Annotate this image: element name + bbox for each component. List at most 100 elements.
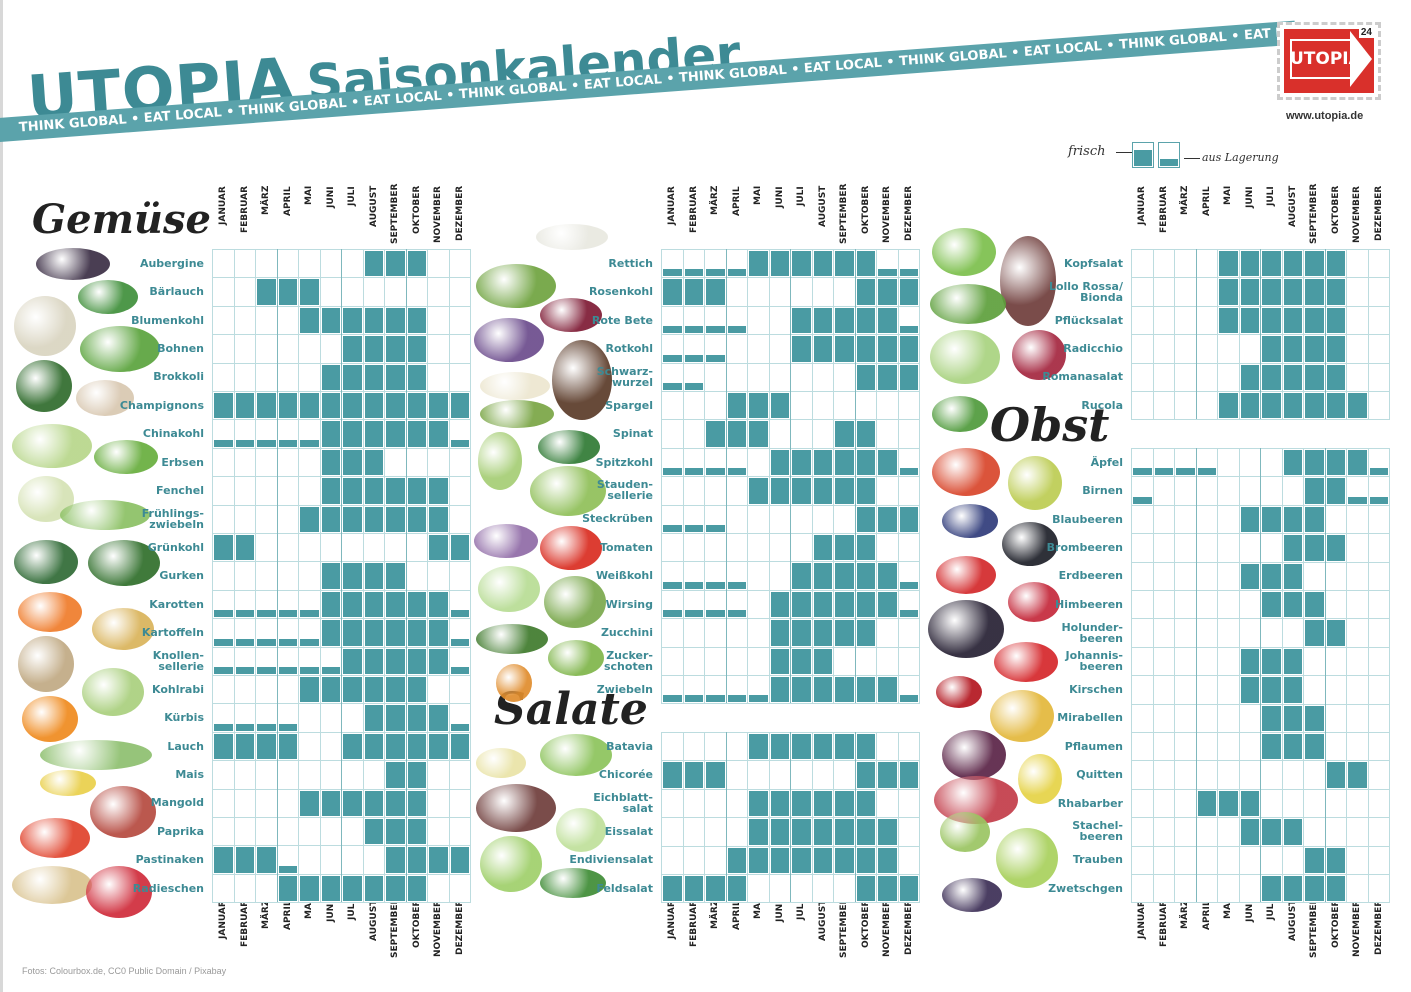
season-cell — [1346, 504, 1369, 535]
season-cell — [276, 873, 299, 904]
season-cell — [811, 533, 834, 563]
season-cell — [255, 249, 278, 279]
season-cell — [255, 533, 278, 563]
season-cell — [811, 504, 834, 534]
season-cell — [362, 561, 385, 591]
season-cell — [1260, 703, 1283, 733]
season-cell — [747, 249, 770, 279]
item-label: Rhabarber — [1057, 796, 1123, 810]
month-label: NOVEMBER — [882, 900, 892, 957]
season-cell — [1367, 362, 1390, 392]
season-cell — [405, 703, 428, 733]
season-cell — [276, 703, 299, 733]
season-cell — [747, 817, 770, 847]
season-cell — [1324, 788, 1347, 819]
month-label: MÄRZ — [261, 900, 271, 930]
season-cell — [747, 305, 770, 336]
season-cell — [811, 561, 834, 591]
season-cell — [362, 362, 385, 392]
season-cell — [1238, 277, 1261, 307]
month-label: FEBRUAR — [239, 900, 250, 948]
season-cell — [1281, 675, 1304, 705]
season-cell — [255, 675, 278, 705]
season-cell — [448, 845, 471, 875]
month-label: JANUAR — [218, 900, 228, 939]
season-cell — [448, 504, 471, 534]
season-cell — [876, 447, 899, 478]
season-cell — [212, 447, 235, 478]
season-cell — [427, 618, 450, 648]
season-cell — [682, 476, 705, 506]
onion-photo — [496, 664, 532, 702]
season-cell — [1346, 845, 1369, 875]
season-cell — [682, 845, 705, 875]
season-cell — [448, 277, 471, 307]
item-label: Himbeeren — [1055, 597, 1123, 611]
season-cell — [1303, 646, 1326, 677]
season-cell — [427, 703, 450, 733]
season-cell — [212, 845, 235, 875]
season-cell — [448, 419, 471, 449]
grapes-photo — [996, 828, 1058, 888]
season-cell — [1217, 305, 1240, 336]
season-cell — [212, 504, 235, 534]
season-cell — [661, 334, 684, 364]
item-label: Zucker- schoten — [603, 648, 653, 673]
month-label: AUGUST — [1287, 900, 1298, 942]
season-cell — [1324, 732, 1347, 762]
month-label: AUGUST — [368, 186, 379, 228]
season-cell — [747, 561, 770, 591]
season-cell — [854, 305, 877, 336]
season-cell — [1303, 476, 1326, 506]
season-cell — [1303, 362, 1326, 392]
season-cell — [255, 788, 278, 818]
season-cell — [833, 419, 856, 449]
season-cell — [1174, 561, 1197, 591]
item-label: Eissalat — [604, 824, 653, 838]
season-cell — [1195, 817, 1218, 847]
month-label: MAI — [1223, 186, 1233, 206]
utopia-stamp-logo[interactable]: UTOPIA 24 — [1277, 22, 1381, 100]
season-cell — [233, 873, 256, 904]
month-label: JANUAR — [1137, 186, 1147, 225]
item-label: Eichblatt- salat — [593, 791, 653, 815]
season-cell — [255, 476, 278, 506]
season-cell — [276, 504, 299, 534]
season-cell — [1324, 590, 1347, 620]
month-label: NOVEMBER — [1352, 900, 1362, 957]
season-cell — [362, 731, 385, 762]
season-cell — [1174, 732, 1197, 762]
season-cell — [1238, 561, 1261, 591]
season-cell — [833, 675, 856, 705]
season-cell — [298, 504, 321, 534]
season-cell — [276, 731, 299, 762]
website-link[interactable]: www.utopia.de — [1286, 110, 1364, 122]
item-label: Stauden- sellerie — [596, 478, 653, 503]
season-cell — [1367, 277, 1390, 307]
season-cell — [1195, 788, 1218, 819]
pears-photo — [1008, 456, 1062, 510]
season-cell — [1260, 561, 1283, 591]
month-label: DEZEMBER — [1373, 900, 1384, 956]
butterhead-photo — [932, 228, 996, 276]
season-cell — [1131, 675, 1154, 705]
month-label: SEPTEMBER — [1309, 897, 1319, 958]
season-cell — [790, 305, 813, 336]
season-cell — [1174, 533, 1197, 563]
season-cell — [790, 788, 813, 819]
section-title-obst: Obst — [990, 398, 1110, 452]
season-cell — [1346, 675, 1369, 705]
month-label: MAI — [304, 900, 314, 920]
month-label: SEPTEMBER — [390, 897, 400, 958]
season-cell — [747, 504, 770, 534]
season-cell — [768, 305, 791, 336]
item-label: Pastinaken — [135, 853, 204, 867]
season-cell — [725, 675, 748, 705]
item-label: Fenchel — [156, 483, 204, 497]
season-cell — [833, 305, 856, 336]
season-cell — [854, 732, 877, 762]
season-cell — [682, 732, 705, 762]
season-cell — [276, 334, 299, 364]
season-cell — [448, 589, 471, 620]
season-cell — [341, 817, 364, 847]
